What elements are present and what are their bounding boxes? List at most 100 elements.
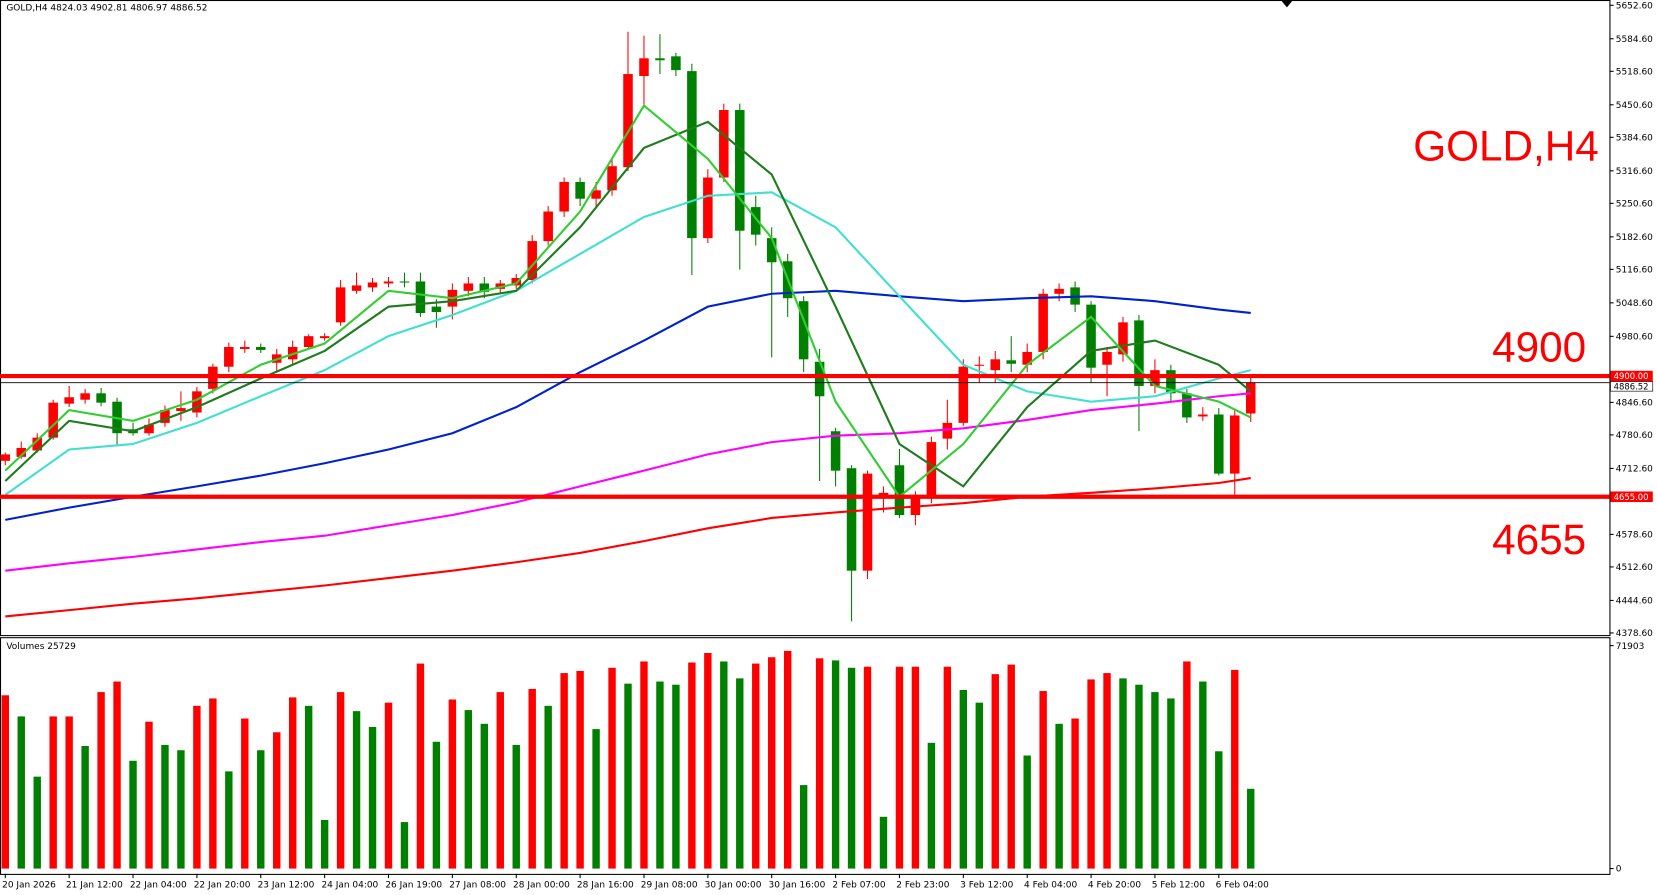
candle-body <box>176 408 186 412</box>
volume-bar <box>544 705 552 869</box>
candle-body <box>942 422 953 439</box>
candle-body <box>144 424 154 434</box>
candle-body <box>303 336 314 347</box>
candle-body <box>16 447 27 457</box>
volume-header: Volumes 25729 <box>6 642 76 652</box>
x-tick-label: 6 Feb 04:00 <box>1216 881 1269 891</box>
volume-bar <box>895 666 904 869</box>
volume-bar <box>863 666 872 869</box>
volume-bar <box>1087 679 1095 869</box>
volume-bar <box>815 658 824 869</box>
y-tick-label: 4980.60 <box>1616 333 1653 343</box>
candle-body <box>974 364 985 366</box>
y-tick-label: 5518.60 <box>1616 67 1653 77</box>
volume-bar <box>1023 755 1031 869</box>
y-tick-label: 5450.60 <box>1616 101 1653 111</box>
volume-bar <box>81 745 89 869</box>
volume-bar <box>512 744 520 869</box>
candle-body <box>1118 322 1128 355</box>
x-tick-label: 4 Feb 04:00 <box>1024 881 1077 891</box>
volume-bar <box>33 776 41 869</box>
candle-body <box>383 281 394 284</box>
y-tick-label: 5584.60 <box>1616 35 1653 45</box>
candle-body <box>399 281 410 283</box>
volume-bar <box>943 666 952 869</box>
candle-body <box>80 393 90 400</box>
y-tick-label: 5116.60 <box>1616 266 1653 276</box>
volume-bar <box>480 723 489 869</box>
volume-bar <box>560 673 568 869</box>
volume-bar <box>448 699 457 869</box>
moving-average <box>4 120 1252 488</box>
candle-body <box>766 238 777 263</box>
volume-bar <box>257 750 265 869</box>
volume-bar <box>768 657 776 869</box>
volume-bar <box>528 688 536 869</box>
candle-body <box>1182 393 1192 418</box>
candle-body <box>192 391 202 413</box>
volume-panel <box>0 637 1611 875</box>
candle-body <box>1086 304 1096 368</box>
level-label: 4900.00 <box>1614 371 1649 381</box>
level-text: 4900 <box>1492 323 1586 370</box>
moving-average <box>5 392 1251 572</box>
candle-body <box>351 285 362 291</box>
volume-bar <box>959 689 968 869</box>
volume-bar <box>225 771 233 869</box>
candle-body <box>750 207 761 235</box>
volume-bar <box>1199 681 1207 869</box>
x-tick-label: 2 Feb 23:00 <box>896 881 949 891</box>
candle-body <box>814 361 825 397</box>
x-tick-label: 2 Feb 07:00 <box>832 881 885 891</box>
volume-bar <box>975 702 983 869</box>
candle-body <box>511 278 521 286</box>
volume-bar <box>161 744 169 869</box>
volume-bar <box>193 705 201 869</box>
candle-body <box>335 287 346 323</box>
candle-body <box>224 346 234 367</box>
candle-body <box>415 281 426 314</box>
x-tick-label: 28 Jan 00:00 <box>513 881 570 891</box>
volume-bar <box>879 816 888 869</box>
candle-body <box>1134 320 1144 386</box>
volume-bar <box>799 785 808 869</box>
candle-body <box>623 74 633 168</box>
volume-bar <box>209 698 217 869</box>
level-text: 4655 <box>1492 516 1586 563</box>
x-tick-label: 27 Jan 08:00 <box>449 881 506 891</box>
x-tick-label: 3 Feb 12:00 <box>960 881 1013 891</box>
volume-bar <box>672 684 680 869</box>
candle-body <box>96 393 106 403</box>
volume-bar <box>1167 698 1175 869</box>
candle-body <box>319 336 330 339</box>
volume-tick-label: 71903 <box>1616 642 1645 652</box>
x-tick-label: 5 Feb 12:00 <box>1152 881 1205 891</box>
volume-bar <box>400 822 409 869</box>
volume-bar <box>640 661 648 869</box>
volume-bar <box>927 742 936 869</box>
candle-body <box>1006 360 1016 364</box>
candle-body <box>240 346 250 349</box>
volume-bar <box>736 678 744 869</box>
y-tick-label: 5250.60 <box>1616 200 1653 210</box>
candle-body <box>64 397 74 404</box>
candle-body <box>575 181 585 199</box>
candle-body <box>1166 370 1176 394</box>
x-tick-label: 22 Jan 20:00 <box>194 881 251 891</box>
x-tick-label: 29 Jan 08:00 <box>641 881 698 891</box>
volume-bar <box>113 681 121 869</box>
header-open: 4824.03 <box>50 4 87 14</box>
volume-tick-label: 0 <box>1616 865 1622 875</box>
y-tick-label: 5384.60 <box>1616 133 1653 143</box>
volume-bar <box>608 667 616 869</box>
volume-last: 25729 <box>47 642 76 652</box>
candle-body <box>1054 288 1064 294</box>
volume-bar <box>1039 691 1047 869</box>
volume-bar <box>991 674 999 869</box>
volume-bar <box>1055 723 1063 869</box>
y-tick-label: 4578.60 <box>1616 531 1653 541</box>
candle-body <box>671 56 681 71</box>
x-tick-label: 4 Feb 20:00 <box>1088 881 1141 891</box>
